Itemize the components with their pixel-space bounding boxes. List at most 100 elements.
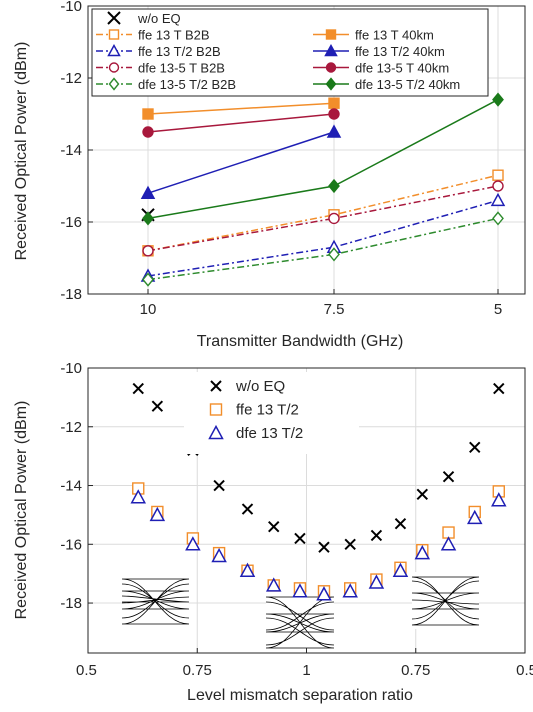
bottom-x-axis-label: Level mismatch separation ratio [187, 687, 413, 704]
top-y-tick-label: -14 [60, 142, 82, 159]
top-data-point-ffe-13-t-b2b [492, 169, 504, 181]
bottom-x-tick-label: 1 [302, 662, 310, 679]
top-y-tick-label: -10 [60, 0, 82, 15]
bottom-data-point-w-o-eq [268, 520, 280, 533]
top-legend-label-ffe-13-t-2-40km: ffe 13 T/2 40km [355, 44, 445, 59]
top-data-point-ffe-13-t-2-b2b [490, 192, 506, 207]
top-y-tick-label: -18 [60, 286, 82, 303]
top-data-point-dfe-13-5-t-b2b [142, 245, 154, 257]
top-data-point-ffe-13-t-2-40km [326, 124, 342, 138]
bottom-data-point-w-o-eq [151, 400, 164, 412]
bottom-legend-label-w-o-eq: w/o EQ [235, 378, 285, 395]
bottom-chart: -18 -16 -14 -12 -10 0.5 0.75 1 0.75 0.5 w/o EQ ffe… [13, 360, 533, 704]
top-legend-label-dfe-13-5-t-b2b: dfe 13-5 T B2B [138, 61, 225, 76]
top-legend-label-ffe-13-t-2-b2b: ffe 13 T/2 B2B [138, 44, 221, 59]
bottom-y-tick-label: -14 [60, 478, 82, 495]
top-legend-marker-dfe-13-5-t-40km [325, 62, 337, 73]
top-legend-label-w-o-eq: w/o EQ [137, 11, 181, 26]
bottom-y-tick-label: -10 [60, 360, 82, 377]
top-x-tick-label: 10 [140, 301, 157, 318]
bottom-legend: w/o EQ ffe 13 T/2 dfe 13 T/2 [184, 372, 359, 454]
bottom-data-point-dfe-13-t-2 [211, 547, 227, 563]
top-y-axis-label: Received Optical Power (dBm) [13, 42, 30, 261]
top-series-line-ffe-13-t-2-40km [147, 131, 335, 194]
top-data-point-ffe-13-t-40km [328, 97, 340, 109]
top-data-point-dfe-13-5-t-40km [142, 126, 154, 138]
top-y-tick-label: -12 [60, 70, 82, 87]
top-data-point-dfe-13-5-t-40km [328, 108, 340, 120]
top-legend-marker-ffe-13-t-2-40km [324, 43, 338, 57]
bottom-data-point-dfe-13-t-2 [130, 489, 147, 504]
eye-diagram-center [265, 592, 335, 652]
bottom-data-point-w-o-eq [213, 479, 225, 492]
top-chart: -18 -16 -14 -12 -10 10 7.5 5 w/o EQ ffe 13 T B2B… [13, 0, 526, 350]
bottom-legend-label-dfe-13-t-2: dfe 13 T/2 [236, 425, 303, 442]
top-ticks: -18 -16 -14 -12 -10 10 7.5 5 [60, 0, 502, 318]
top-data-point-ffe-13-t-40km [142, 108, 154, 120]
top-legend-marker-ffe-13-t-b2b [108, 29, 120, 40]
bottom-y-tick-label: -18 [60, 595, 82, 612]
bottom-legend-marker-dfe-13-t-2 [208, 424, 224, 440]
eye-diagram-left [121, 574, 190, 626]
bottom-y-axis-label: Received Optical Power (dBm) [13, 401, 30, 620]
bottom-data-point-dfe-13-t-2 [239, 562, 256, 577]
top-legend-label-dfe-13-5-t-2-b2b: dfe 13-5 T/2 B2B [138, 77, 236, 92]
top-x-tick-label: 7.5 [324, 301, 345, 318]
bottom-data-point-w-o-eq [469, 441, 481, 454]
top-data-point-ffe-13-t-2-40km [140, 185, 156, 199]
bottom-y-tick-label: -12 [60, 419, 82, 436]
top-series [140, 92, 506, 287]
top-series-line-ffe-13-t-40km [147, 102, 335, 115]
top-series-line-dfe-13-5-t-40km [147, 113, 335, 133]
bottom-data-point-dfe-13-t-2 [491, 492, 507, 507]
top-data-point-dfe-13-5-t-2-b2b [328, 247, 340, 262]
bottom-series [130, 382, 507, 601]
bottom-legend-marker-w-o-eq [210, 380, 222, 392]
bottom-data-point-w-o-eq [132, 382, 144, 395]
top-legend-label-dfe-13-5-t-40km: dfe 13-5 T 40km [355, 61, 449, 76]
bottom-data-point-dfe-13-t-2 [414, 545, 431, 560]
bottom-data-point-dfe-13-t-2 [342, 583, 358, 598]
top-legend-label-ffe-13-t-40km: ffe 13 T 40km [355, 28, 434, 43]
bottom-data-point-dfe-13-t-2 [368, 574, 385, 589]
top-legend-box [91, 8, 489, 97]
bottom-ticks: -18 -16 -14 -12 -10 0.5 0.75 1 0.75 0.5 [60, 360, 533, 679]
bottom-data-point-w-o-eq [416, 488, 429, 501]
bottom-data-point-w-o-eq [370, 529, 383, 542]
bottom-legend-marker-ffe-13-t-2 [209, 403, 223, 416]
top-legend-label-dfe-13-5-t-2-40km: dfe 13-5 T/2 40km [355, 77, 460, 92]
bottom-data-point-dfe-13-t-2 [440, 536, 457, 551]
top-data-point-dfe-13-5-t-2-40km [328, 178, 340, 194]
top-legend-marker-ffe-13-t-2-b2b [107, 43, 121, 57]
bottom-data-point-dfe-13-t-2 [392, 562, 409, 577]
top-legend-marker-dfe-13-5-t-b2b [108, 62, 120, 73]
bottom-data-point-w-o-eq [241, 503, 254, 515]
top-data-point-dfe-13-5-t-b2b [328, 212, 340, 225]
top-data-point-dfe-13-5-t-2-b2b [492, 211, 504, 226]
bottom-data-point-dfe-13-t-2 [265, 577, 282, 592]
top-legend-marker-dfe-13-5-t-2-b2b [108, 77, 120, 91]
top-legend-marker-dfe-13-5-t-2-40km [325, 77, 337, 91]
bottom-data-point-dfe-13-t-2 [316, 586, 332, 601]
bottom-data-point-w-o-eq [318, 541, 330, 553]
top-legend-marker-w-o-eq [107, 11, 121, 25]
bottom-data-point-w-o-eq [442, 471, 455, 483]
eye-diagram-left-traces [121, 578, 190, 625]
top-legend-marker-ffe-13-t-40km [325, 29, 337, 40]
bottom-x-tick-label: 0.5 [516, 662, 533, 679]
bottom-legend-label-ffe-13-t-2: ffe 13 T/2 [236, 402, 299, 419]
bottom-y-tick-label: -16 [60, 536, 82, 553]
bottom-x-tick-label: 0.75 [401, 662, 430, 679]
top-series-line-ffe-13-t-2-b2b [147, 199, 499, 277]
top-data-point-dfe-13-5-t-2-40km [492, 92, 504, 107]
bottom-data-point-w-o-eq [394, 518, 407, 530]
bottom-data-point-w-o-eq [294, 532, 306, 545]
top-y-tick-label: -16 [60, 214, 82, 231]
bottom-data-point-dfe-13-t-2 [149, 506, 166, 522]
bottom-x-tick-label: 0.75 [183, 662, 212, 679]
top-legend-label-ffe-13-t-b2b: ffe 13 T B2B [138, 28, 210, 43]
bottom-data-point-dfe-13-t-2 [292, 583, 308, 598]
